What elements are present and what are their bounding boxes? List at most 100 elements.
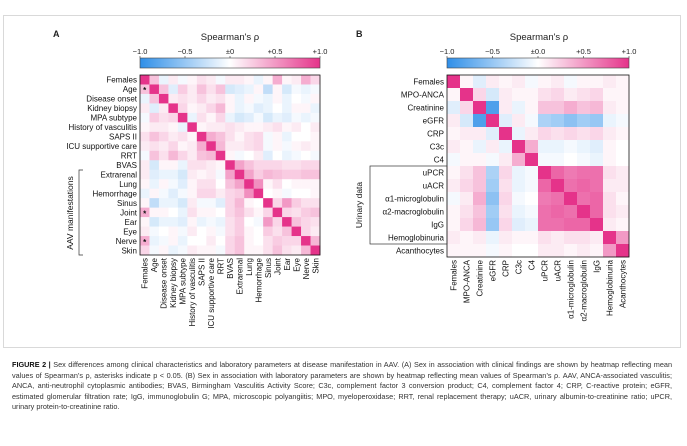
a-cell-r17-c4 (177, 236, 188, 246)
panel-b-group-label: Urinary data (354, 182, 364, 229)
caption-body: Sex differences among clinical character… (53, 360, 402, 369)
b-cell-r13-c3 (486, 244, 500, 258)
b-cell-r11-c0 (447, 218, 461, 232)
a-cell-r17-c8 (215, 236, 226, 246)
figure-frame (3, 15, 681, 348)
a-cell-r17-c13 (263, 236, 273, 246)
a-col-label: Skin (311, 258, 320, 274)
a-cell-r8-c4 (177, 150, 188, 161)
b-cell-r8-c0 (447, 179, 461, 193)
b-cell-r1-c7 (538, 88, 552, 102)
b-cell-r7-c0 (447, 166, 461, 180)
caption-part-b: (B) Sex in association with laboratory p… (185, 370, 563, 380)
a-cell-r4-c15 (282, 112, 292, 123)
a-cell-r7-c11 (244, 141, 254, 152)
a-asterisk: * (143, 238, 147, 247)
a-col-label: History of vasculitis (188, 258, 197, 326)
b-cell-r13-c6 (525, 244, 539, 258)
b-cell-r1-c1 (460, 88, 474, 102)
b-cell-r8-c5 (512, 179, 526, 193)
panel-b-urinary-group-box (369, 165, 448, 245)
b-cell-r10-c11 (590, 205, 604, 219)
b-cell-r3-c11 (590, 114, 604, 128)
a-col-label: Ear (283, 258, 292, 271)
a-cell-r7-c18 (310, 141, 321, 152)
b-cell-r9-c6 (525, 192, 539, 206)
a-cell-r17-c10 (234, 236, 245, 246)
a-cell-r17-c11 (244, 236, 254, 246)
b-cell-r9-c5 (512, 192, 526, 206)
b-cell-r0-c8 (551, 75, 565, 89)
b-col-label: IgG (593, 260, 602, 273)
b-colorbar-tick-label: +1.0 (622, 47, 637, 56)
a-cell-r12-c0 (140, 188, 150, 199)
b-colorbar-tick-label: −1.0 (440, 47, 455, 56)
a-cell-r13-c5 (187, 198, 198, 208)
a-cell-r8-c6 (196, 150, 207, 161)
b-col-label: C4 (528, 259, 537, 270)
b-cell-r9-c2 (473, 192, 487, 206)
a-cell-r8-c3 (168, 150, 179, 161)
a-cell-r5-c8 (215, 122, 226, 133)
a-row-label: RRT (121, 152, 137, 161)
b-cell-r3-c13 (616, 114, 630, 128)
a-cell-r4-c3 (168, 112, 179, 123)
a-cell-r1-c1 (149, 84, 160, 95)
panel-a-asterisks: * * * (143, 86, 147, 247)
a-cell-r9-c18 (310, 160, 321, 171)
b-cell-r6-c11 (590, 153, 604, 167)
a-cell-r15-c16 (291, 217, 302, 227)
a-cell-r1-c12 (253, 84, 264, 95)
a-cell-r4-c13 (263, 112, 273, 123)
a-cell-r16-c18 (310, 226, 321, 237)
a-row-label: Age (123, 85, 138, 94)
panel-b-row-labels: Females MPO-ANCA Creatinine eGFR CRP C3c C4 uPC… (382, 78, 444, 256)
a-cell-r18-c8 (215, 245, 226, 256)
panel-b-heatmap-cells (447, 75, 630, 258)
a-cell-r18-c17 (301, 245, 311, 256)
b-cell-r1-c9 (564, 88, 578, 102)
a-cell-r6-c2 (158, 131, 169, 142)
a-cell-r18-c0 (140, 245, 150, 256)
a-cell-r3-c1 (149, 103, 160, 114)
a-cell-r10-c7 (206, 169, 217, 180)
a-cell-r15-c8 (215, 217, 226, 227)
b-cell-r0-c13 (616, 75, 630, 89)
b-cell-r10-c5 (512, 205, 526, 219)
b-cell-r5-c7 (538, 140, 552, 154)
b-cell-r4-c2 (473, 127, 487, 141)
a-cell-r17-c17 (301, 236, 311, 246)
a-cell-r10-c15 (282, 169, 292, 180)
b-cell-r8-c1 (460, 179, 474, 193)
b-cell-r10-c12 (603, 205, 617, 219)
a-cell-r7-c17 (301, 141, 311, 152)
a-cell-r3-c0 (140, 103, 150, 114)
b-cell-r8-c12 (603, 179, 617, 193)
a-cell-r9-c9 (225, 160, 236, 171)
a-cell-r9-c7 (206, 160, 217, 171)
a-cell-r5-c14 (272, 122, 283, 133)
a-cell-r13-c1 (149, 198, 160, 208)
a-cell-r2-c7 (206, 93, 217, 104)
a-cell-r9-c16 (291, 160, 302, 171)
b-cell-r2-c1 (460, 101, 474, 115)
a-cell-r12-c17 (301, 188, 311, 199)
a-cell-r6-c7 (206, 131, 217, 142)
a-cell-r13-c2 (158, 198, 169, 208)
b-cell-r7-c4 (499, 166, 513, 180)
b-cell-r9-c12 (603, 192, 617, 206)
a-row-label: Kidney biopsy (87, 104, 137, 113)
a-cell-r4-c14 (272, 112, 283, 123)
b-cell-r13-c1 (460, 244, 474, 258)
a-cell-r14-c6 (196, 207, 207, 218)
a-cell-r12-c11 (244, 188, 254, 199)
b-cell-r13-c11 (590, 244, 604, 258)
a-row-label: ICU supportive care (66, 142, 137, 151)
b-cell-r0-c1 (460, 75, 474, 89)
a-row-label: Ear (125, 218, 138, 227)
b-cell-r5-c3 (486, 140, 500, 154)
a-cell-r6-c1 (149, 131, 160, 142)
a-colorbar-tick-label: −1.0 (133, 47, 148, 56)
b-cell-r0-c2 (473, 75, 487, 89)
b-colorbar-tick-label: −0.5 (485, 47, 500, 56)
